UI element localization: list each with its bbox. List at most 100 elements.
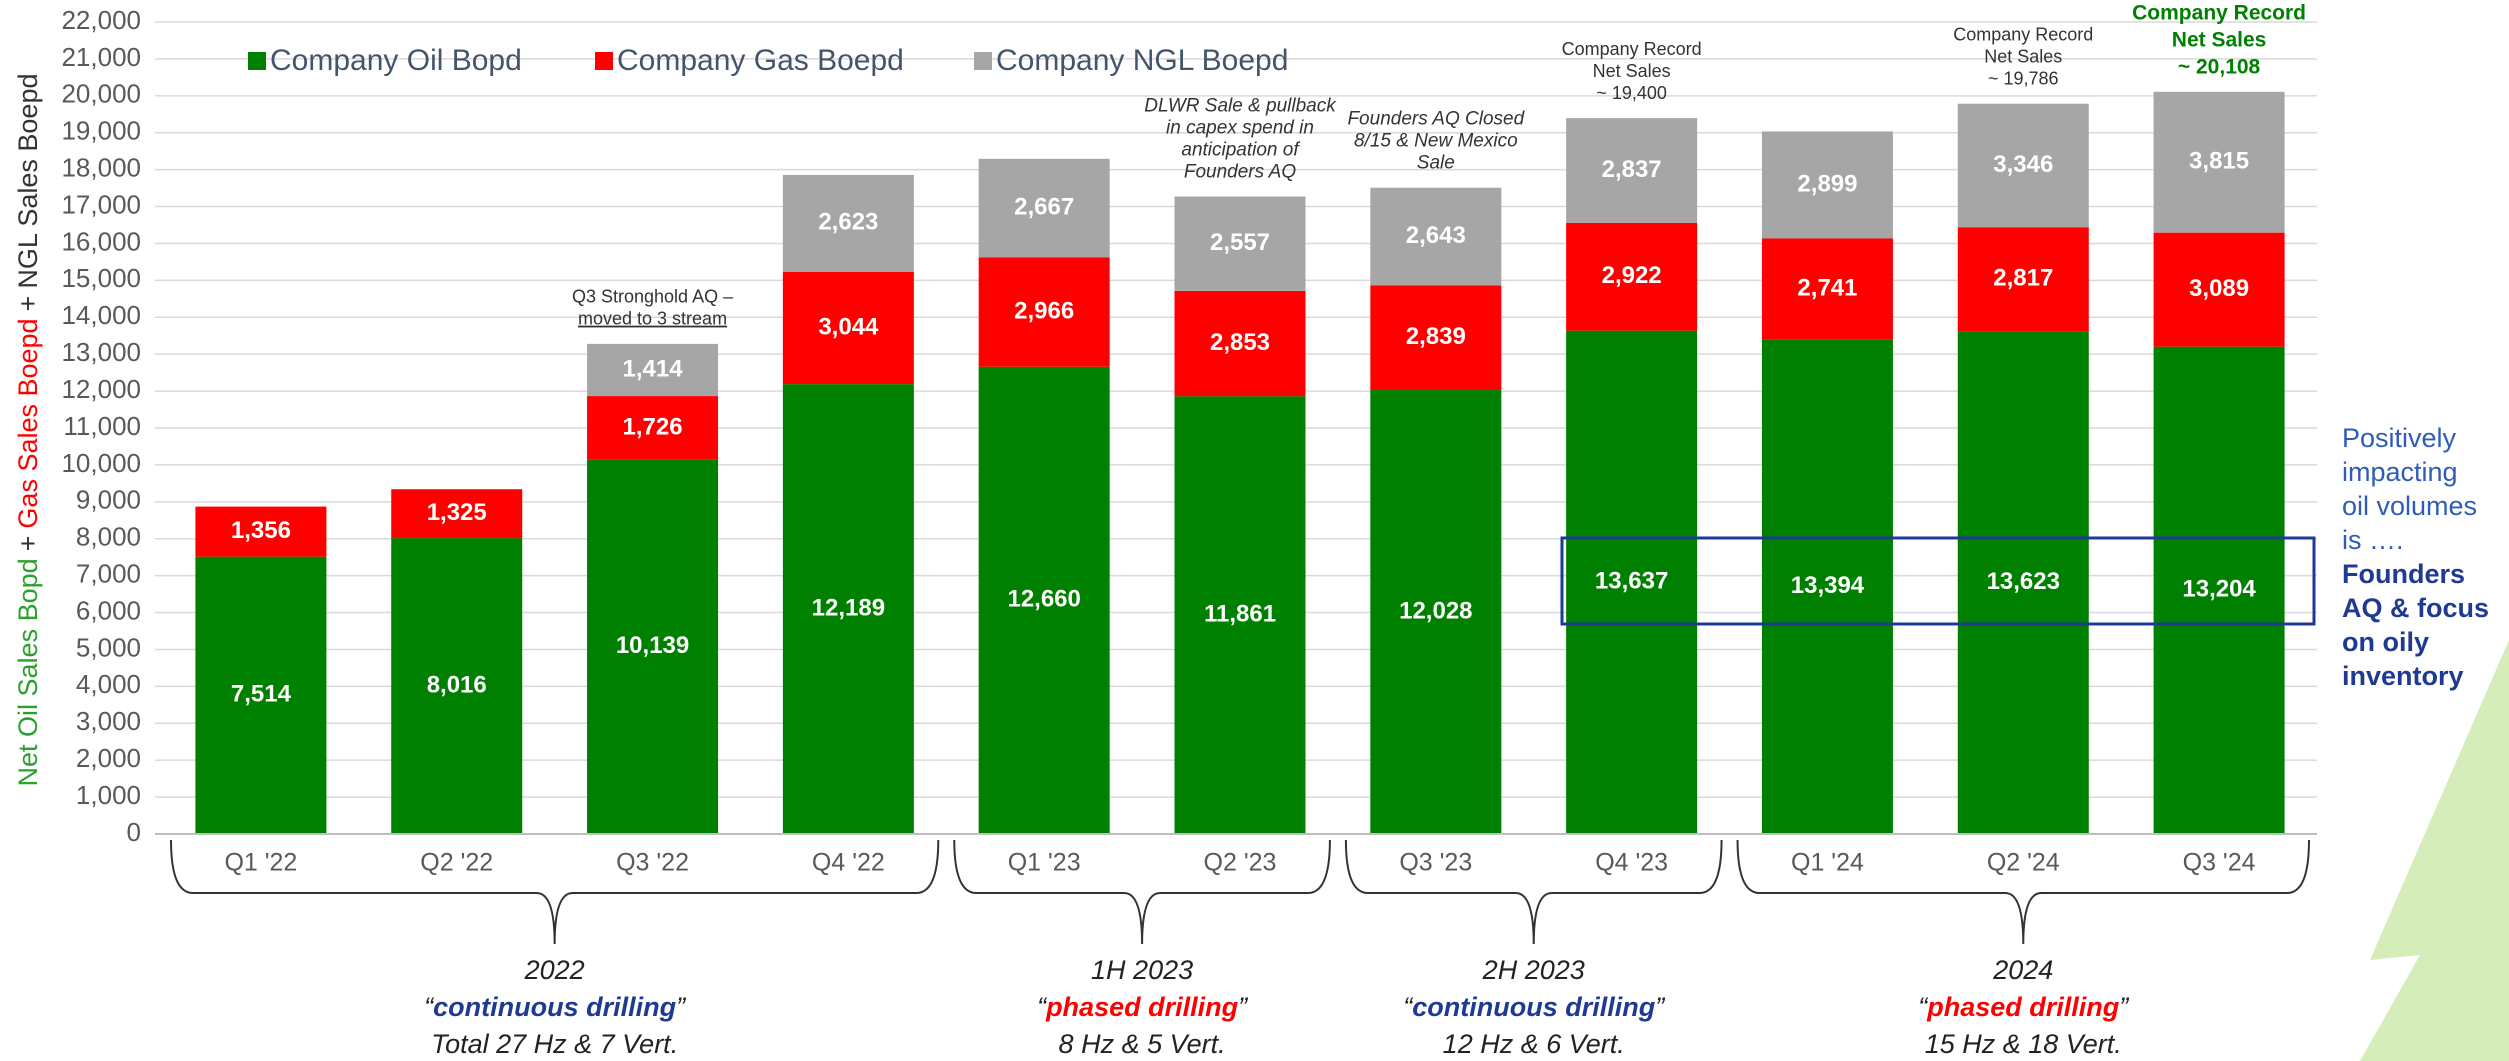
annotation: Q3 Stronghold AQ – bbox=[572, 287, 733, 307]
x-tick-label: Q1 '23 bbox=[1008, 849, 1081, 877]
group-phrase-part: “ bbox=[424, 992, 435, 1022]
x-tick-label: Q4 '23 bbox=[1595, 849, 1668, 877]
x-tick-label: Q2 '22 bbox=[420, 849, 493, 877]
side-note: oil volumes bbox=[2342, 491, 2477, 521]
annotation: Net Sales bbox=[1593, 61, 1671, 81]
bar-value-label: 13,623 bbox=[1987, 568, 2060, 595]
y-tick-label: 7,000 bbox=[76, 559, 141, 589]
bar-segment bbox=[195, 506, 327, 557]
annotation: Net Sales bbox=[2172, 28, 2267, 51]
bar-value-label: 12,660 bbox=[1007, 586, 1080, 613]
bar-value-label: 3,044 bbox=[818, 313, 879, 340]
bar-value-label: 13,637 bbox=[1595, 568, 1668, 595]
y-tick-label: 8,000 bbox=[76, 522, 141, 552]
bar-segment bbox=[1370, 187, 1502, 286]
x-tick-label: Q2 '24 bbox=[1987, 849, 2060, 877]
group-phrase-part: phased drilling bbox=[1926, 992, 2120, 1022]
group-label: 2022 bbox=[524, 955, 585, 985]
group-phrase: “continuous drilling” bbox=[1403, 992, 1665, 1022]
y-axis-label-part: + bbox=[13, 296, 43, 312]
bar-value-label: 2,839 bbox=[1406, 323, 1466, 350]
side-note-bold: on oily bbox=[2342, 627, 2429, 657]
bar-segment bbox=[1174, 290, 1306, 397]
bar-value-label: 1,356 bbox=[231, 517, 291, 544]
bar-segment bbox=[587, 396, 719, 460]
group-detail: 8 Hz & 5 Vert. bbox=[1059, 1029, 1226, 1059]
bar-value-label: 8,016 bbox=[427, 671, 487, 698]
y-tick-label: 21,000 bbox=[61, 42, 141, 72]
group-phrase-part: phased drilling bbox=[1045, 992, 1239, 1022]
bar-value-label: 2,853 bbox=[1210, 329, 1270, 356]
x-tick-label: Q1 '24 bbox=[1791, 849, 1864, 877]
y-tick-label: 0 bbox=[127, 817, 141, 847]
bar-value-label: 7,514 bbox=[231, 681, 292, 708]
y-tick-label: 17,000 bbox=[61, 189, 141, 219]
annotation: Founders AQ bbox=[1184, 162, 1297, 183]
y-tick-label: 15,000 bbox=[61, 263, 141, 293]
group-label: 2H 2023 bbox=[1482, 955, 1585, 985]
bar-segment bbox=[2153, 346, 2285, 834]
bar-segment bbox=[1566, 330, 1698, 834]
group-phrase: “phased drilling” bbox=[1918, 992, 2129, 1022]
bar-segment bbox=[1957, 331, 2089, 834]
y-tick-label: 22,000 bbox=[61, 5, 141, 35]
y-tick-label: 12,000 bbox=[61, 374, 141, 404]
x-tick-label: Q1 '22 bbox=[224, 849, 297, 877]
bar-segment bbox=[1566, 222, 1698, 331]
group-phrase-part: “ bbox=[1918, 992, 1929, 1022]
bar-segment bbox=[391, 538, 523, 834]
group-phrase-part: ” bbox=[676, 992, 686, 1022]
bar-segment bbox=[782, 174, 914, 272]
side-note: is …. bbox=[2342, 525, 2404, 555]
bar-value-label: 13,204 bbox=[2182, 576, 2256, 603]
side-note-bold: inventory bbox=[2342, 661, 2464, 691]
bar-segment bbox=[587, 343, 719, 397]
annotation: ~ 19,786 bbox=[1988, 68, 2059, 88]
y-axis-label: Net Oil Sales Bopd + Gas Sales Boepd + NGL S… bbox=[13, 74, 43, 787]
x-tick-label: Q2 '23 bbox=[1204, 849, 1277, 877]
bar-value-label: 2,817 bbox=[1993, 265, 2053, 292]
legend-swatch bbox=[974, 52, 992, 70]
y-axis-label-part: Gas Sales Boepd bbox=[13, 318, 43, 528]
y-tick-label: 13,000 bbox=[61, 337, 141, 367]
y-tick-label: 6,000 bbox=[76, 595, 141, 625]
bar-segment bbox=[1957, 227, 2089, 332]
bar-value-label: 11,861 bbox=[1204, 600, 1276, 627]
y-tick-label: 2,000 bbox=[76, 743, 141, 773]
bar-segment bbox=[195, 556, 327, 834]
annotation: ~ 19,400 bbox=[1596, 83, 1667, 103]
bar-segment bbox=[2153, 91, 2285, 233]
side-note: impacting bbox=[2342, 457, 2458, 487]
bar-value-label: 2,741 bbox=[1797, 274, 1857, 301]
bar-value-label: 3,346 bbox=[1993, 151, 2053, 178]
y-tick-label: 11,000 bbox=[63, 411, 141, 441]
bar-segment bbox=[587, 459, 719, 834]
bar-segment bbox=[2153, 232, 2285, 347]
group-phrase-part: ” bbox=[1655, 992, 1665, 1022]
y-tick-label: 14,000 bbox=[61, 300, 141, 330]
y-tick-label: 3,000 bbox=[76, 706, 141, 736]
group-phrase-part: ” bbox=[2119, 992, 2129, 1022]
y-tick-label: 19,000 bbox=[61, 116, 141, 146]
x-tick-label: Q3 '23 bbox=[1399, 849, 1472, 877]
group-detail: 12 Hz & 6 Vert. bbox=[1443, 1029, 1625, 1059]
group-phrase-part: “ bbox=[1403, 992, 1414, 1022]
bar-value-label: 2,667 bbox=[1014, 193, 1074, 220]
bar-value-label: 2,966 bbox=[1014, 297, 1074, 324]
bar-value-label: 13,394 bbox=[1791, 572, 1865, 599]
bar-value-label: 2,837 bbox=[1602, 156, 1662, 183]
group-phrase-part: ” bbox=[1238, 992, 1248, 1022]
y-tick-label: 16,000 bbox=[61, 226, 141, 256]
y-tick-label: 4,000 bbox=[76, 669, 141, 699]
bar-value-label: 12,189 bbox=[812, 594, 885, 621]
group-bracket bbox=[170, 839, 940, 945]
group-bracket bbox=[1736, 839, 2310, 945]
y-axis-label-part: + bbox=[13, 536, 43, 552]
annotation: Company Record bbox=[1562, 39, 1702, 59]
annotation: Company Record bbox=[2132, 1, 2306, 24]
y-tick-label: 5,000 bbox=[76, 632, 141, 662]
group-detail: 15 Hz & 18 Vert. bbox=[1925, 1029, 2122, 1059]
x-tick-label: Q4 '22 bbox=[812, 849, 885, 877]
bar-segment bbox=[1370, 390, 1502, 834]
